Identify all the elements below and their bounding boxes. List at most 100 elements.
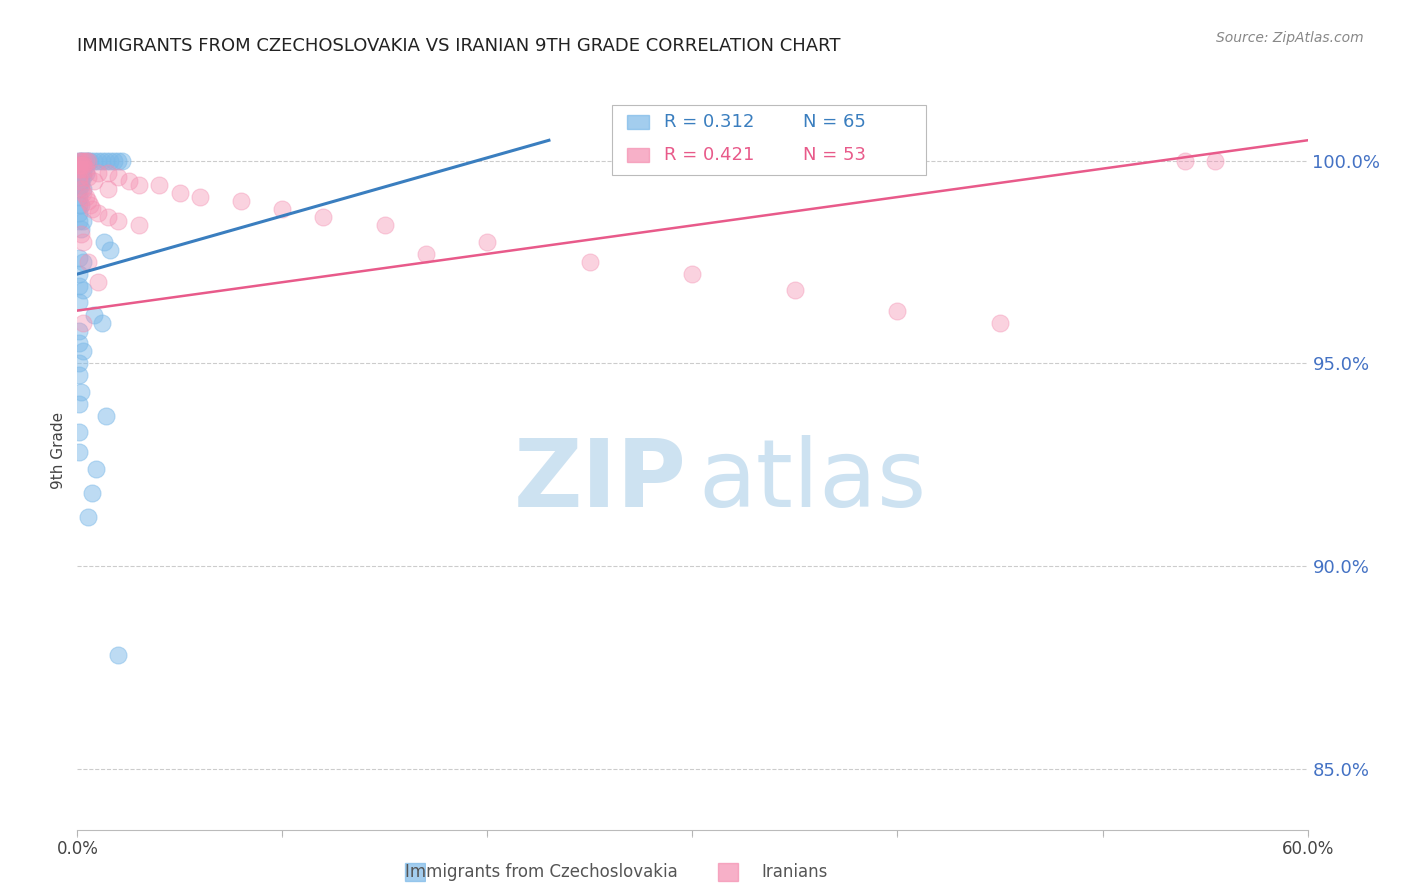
Point: [87, 166, 110, 180]
Point: [67, 295, 90, 310]
Text: R = 0.312: R = 0.312: [664, 113, 755, 131]
Point: [67, 214, 90, 228]
Point: [97, 182, 120, 196]
Point: [117, 174, 139, 188]
Point: [67, 153, 90, 168]
Point: [70, 222, 93, 236]
Point: [72, 186, 94, 200]
Point: [67, 279, 90, 293]
Text: ZIP: ZIP: [513, 434, 686, 527]
Point: [75, 158, 97, 172]
Point: [97, 166, 120, 180]
Point: [682, 267, 704, 281]
Point: [67, 425, 90, 440]
Point: [107, 153, 129, 168]
Point: [67, 153, 90, 168]
Point: [70, 198, 93, 212]
Point: [72, 316, 94, 330]
Point: [70, 182, 93, 196]
Point: [169, 186, 191, 200]
Point: [67, 198, 90, 212]
Point: [72, 235, 94, 249]
Point: [67, 158, 90, 172]
Text: Iranians: Iranians: [761, 863, 828, 881]
Point: [374, 219, 396, 233]
Point: [87, 206, 110, 220]
Point: [579, 255, 602, 269]
Point: [70, 384, 93, 399]
Point: [76, 194, 98, 208]
Point: [70, 174, 93, 188]
Point: [103, 153, 125, 168]
Point: [72, 153, 94, 168]
Point: [70, 169, 93, 184]
Point: [72, 182, 94, 196]
Point: [67, 169, 90, 184]
Point: [1204, 153, 1226, 168]
Bar: [405, 863, 425, 881]
Point: [188, 190, 212, 204]
Point: [128, 219, 150, 233]
Point: [76, 255, 98, 269]
Point: [70, 227, 93, 241]
FancyBboxPatch shape: [627, 148, 650, 161]
Point: [72, 161, 94, 176]
Point: [83, 174, 105, 188]
Point: [67, 190, 90, 204]
Point: [271, 202, 294, 217]
Y-axis label: 9th Grade: 9th Grade: [51, 412, 66, 489]
Point: [312, 211, 335, 225]
Point: [67, 174, 90, 188]
Point: [783, 283, 806, 297]
Point: [70, 153, 93, 168]
Point: [80, 202, 103, 217]
Point: [67, 368, 90, 383]
Point: [90, 316, 114, 330]
Point: [67, 182, 90, 196]
Point: [67, 166, 90, 180]
Point: [148, 178, 170, 192]
Point: [67, 206, 90, 220]
Point: [67, 324, 90, 338]
Point: [83, 153, 105, 168]
Point: [67, 161, 90, 176]
Point: [72, 169, 94, 184]
Point: [107, 648, 129, 663]
Point: [90, 153, 114, 168]
Point: [98, 153, 121, 168]
Point: [107, 169, 129, 184]
Point: [67, 445, 90, 459]
Point: [83, 308, 105, 322]
Point: [67, 178, 90, 192]
Point: [72, 344, 94, 359]
Text: N = 65: N = 65: [803, 113, 866, 131]
Point: [477, 235, 499, 249]
Point: [67, 169, 90, 184]
Point: [67, 336, 90, 351]
Point: [87, 275, 110, 289]
Point: [128, 178, 150, 192]
Point: [70, 178, 93, 192]
Text: Immigrants from Czechoslovakia: Immigrants from Czechoslovakia: [405, 863, 678, 881]
Point: [72, 153, 94, 168]
Text: atlas: atlas: [699, 434, 927, 527]
Text: Source: ZipAtlas.com: Source: ZipAtlas.com: [1216, 31, 1364, 45]
Point: [75, 190, 97, 204]
Point: [67, 397, 90, 411]
Point: [70, 166, 93, 180]
Point: [72, 158, 94, 172]
Point: [111, 153, 134, 168]
Point: [67, 174, 90, 188]
Point: [76, 153, 98, 168]
Point: [72, 158, 94, 172]
Point: [988, 316, 1011, 330]
Point: [67, 158, 90, 172]
Point: [72, 255, 94, 269]
Point: [67, 251, 90, 265]
Bar: [718, 863, 738, 881]
Point: [93, 235, 115, 249]
Point: [87, 153, 110, 168]
Point: [70, 161, 93, 176]
Text: IMMIGRANTS FROM CZECHOSLOVAKIA VS IRANIAN 9TH GRADE CORRELATION CHART: IMMIGRANTS FROM CZECHOSLOVAKIA VS IRANIA…: [77, 37, 841, 54]
Point: [70, 158, 93, 172]
